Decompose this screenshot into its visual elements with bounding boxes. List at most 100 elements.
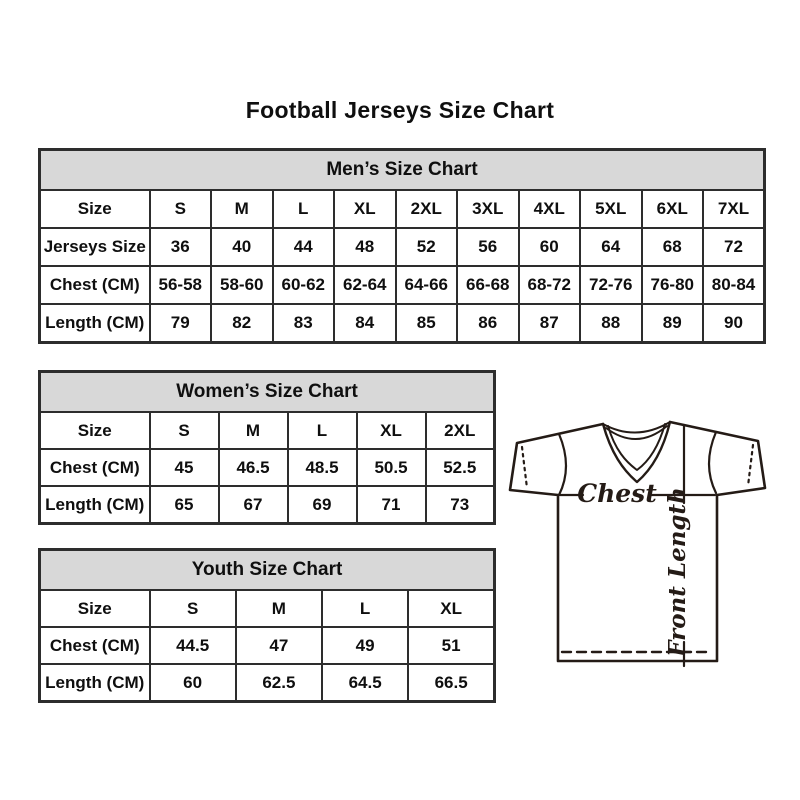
front-length-label: Front Length xyxy=(664,487,691,658)
collar-v-inner xyxy=(607,423,666,471)
cell: 65 xyxy=(148,485,220,525)
cell: 36 xyxy=(148,227,212,267)
cell: L xyxy=(286,411,358,450)
row-label: Chest (CM) xyxy=(38,626,151,665)
cell: 45 xyxy=(148,448,220,487)
jersey-measurement-diagram: Chest Front Length xyxy=(503,415,775,670)
table-row: Chest (CM) 56-58 58-60 60-62 62-64 64-66… xyxy=(38,265,766,305)
cell: 49 xyxy=(320,626,410,665)
left-armhole-seam xyxy=(557,432,568,497)
cell: 86 xyxy=(456,303,520,344)
cell: 79 xyxy=(148,303,212,344)
cell: XL xyxy=(355,411,427,450)
cell: 68 xyxy=(640,227,704,267)
page-title: Football Jerseys Size Chart xyxy=(245,97,555,123)
youth-size-table: Youth Size Chart Size S M L XL Chest (CM… xyxy=(38,548,497,703)
cell: 44 xyxy=(271,227,335,267)
cell: 60 xyxy=(517,227,581,267)
cell: 3XL xyxy=(456,189,520,229)
cell: 52.5 xyxy=(424,448,496,487)
chest-label: Chest xyxy=(577,479,657,508)
cell: 72-76 xyxy=(579,265,643,305)
table-row: Length (CM) 65 67 69 71 73 xyxy=(38,485,496,525)
cell: 44.5 xyxy=(148,626,237,665)
cell: 2XL xyxy=(394,189,458,229)
cell: M xyxy=(217,411,289,450)
cell: 76-80 xyxy=(640,265,704,305)
cell: 64 xyxy=(579,227,643,267)
cell: XL xyxy=(407,589,496,628)
cell: 85 xyxy=(394,303,458,344)
cell: S xyxy=(148,189,212,229)
womens-size-table: Women’s Size Chart Size S M L XL 2XL Che… xyxy=(38,370,497,525)
cell: 5XL xyxy=(579,189,643,229)
cell: 69 xyxy=(286,485,358,525)
cell: 7XL xyxy=(702,189,766,229)
cell: 51 xyxy=(407,626,496,665)
table-row: Chest (CM) 44.5 47 49 51 xyxy=(38,626,496,665)
womens-table-header-row: Women’s Size Chart xyxy=(38,370,496,413)
row-label: Length (CM) xyxy=(38,303,151,344)
cell: L xyxy=(320,589,410,628)
table-row: Size S M L XL 2XL xyxy=(38,411,496,450)
cell: 6XL xyxy=(640,189,704,229)
collar-back-arc-inner xyxy=(605,425,668,440)
cell: 2XL xyxy=(424,411,496,450)
womens-table-title: Women’s Size Chart xyxy=(38,370,496,413)
cell: 88 xyxy=(579,303,643,344)
cell: 58-60 xyxy=(210,265,274,305)
cell: 87 xyxy=(517,303,581,344)
table-row: Size S M L XL xyxy=(38,589,496,628)
cell: 50.5 xyxy=(355,448,427,487)
cell: 90 xyxy=(702,303,766,344)
cell: 66.5 xyxy=(407,663,496,703)
cell: 62-64 xyxy=(333,265,397,305)
cell: 48.5 xyxy=(286,448,358,487)
cell: 47 xyxy=(234,626,324,665)
cell: 64.5 xyxy=(320,663,410,703)
cell: S xyxy=(148,589,237,628)
cell: 60-62 xyxy=(271,265,335,305)
table-row: Jerseys Size 36 40 44 48 52 56 60 64 68 … xyxy=(38,227,766,267)
right-cuff-stitch xyxy=(746,443,755,488)
youth-table-title: Youth Size Chart xyxy=(38,548,496,591)
row-label: Length (CM) xyxy=(38,485,151,525)
cell: 84 xyxy=(333,303,397,344)
cell: 67 xyxy=(217,485,289,525)
cell: 60 xyxy=(148,663,237,703)
cell: 68-72 xyxy=(517,265,581,305)
row-label: Size xyxy=(38,589,151,628)
cell: 48 xyxy=(333,227,397,267)
cell: 80-84 xyxy=(702,265,766,305)
cell: 62.5 xyxy=(234,663,324,703)
jersey-diagram-icon: Chest Front Length xyxy=(508,420,767,668)
cell: XL xyxy=(333,189,397,229)
table-row: Chest (CM) 45 46.5 48.5 50.5 52.5 xyxy=(38,448,496,487)
mens-size-table: Men’s Size Chart Size S M L XL 2XL 3XL 4… xyxy=(38,148,766,344)
row-label: Length (CM) xyxy=(38,663,151,703)
row-label: Jerseys Size xyxy=(38,227,151,267)
cell: 83 xyxy=(271,303,335,344)
jersey-outline xyxy=(508,420,767,663)
cell: 71 xyxy=(355,485,427,525)
cell: 72 xyxy=(702,227,766,267)
cell: 52 xyxy=(394,227,458,267)
row-label: Chest (CM) xyxy=(38,265,151,305)
table-row: Length (CM) 60 62.5 64.5 66.5 xyxy=(38,663,496,703)
table-row: Size S M L XL 2XL 3XL 4XL 5XL 6XL 7XL xyxy=(38,189,766,229)
youth-table-header-row: Youth Size Chart xyxy=(38,548,496,591)
right-armhole-seam xyxy=(707,430,718,495)
row-label: Chest (CM) xyxy=(38,448,151,487)
left-cuff-stitch xyxy=(520,445,529,490)
cell: 56 xyxy=(456,227,520,267)
cell: L xyxy=(271,189,335,229)
table-row: Length (CM) 79 82 83 84 85 86 87 88 89 9… xyxy=(38,303,766,344)
cell: 4XL xyxy=(517,189,581,229)
cell: 56-58 xyxy=(148,265,212,305)
mens-table-title: Men’s Size Chart xyxy=(38,148,766,191)
row-label: Size xyxy=(38,411,151,450)
row-label: Size xyxy=(38,189,151,229)
cell: 82 xyxy=(210,303,274,344)
cell: M xyxy=(234,589,324,628)
